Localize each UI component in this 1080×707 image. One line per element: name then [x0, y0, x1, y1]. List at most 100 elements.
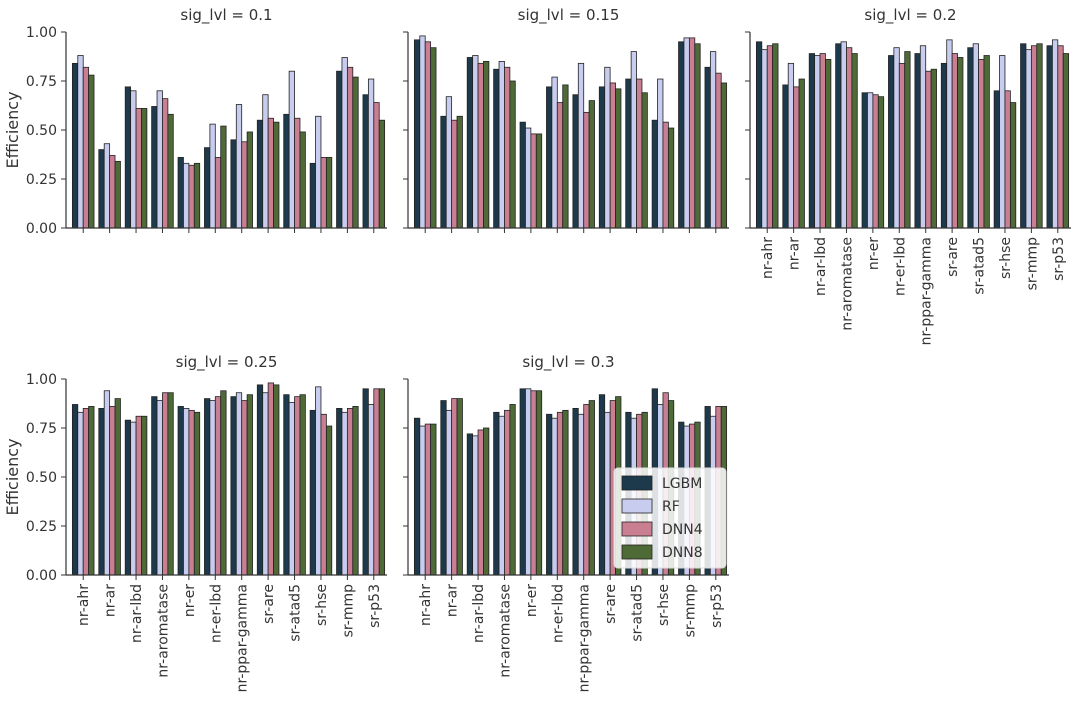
bar-lgbm-sr-are: [940, 62, 948, 229]
bar-dnn8-sr-atad5: [641, 92, 648, 229]
bar-rf-nr-ppar-gamma: [577, 413, 585, 576]
panel-title: sig_lvl = 0.15: [518, 6, 620, 25]
bar-dnn4-nr-er-lbd: [214, 396, 222, 576]
bar-dnn8-nr-ar: [456, 398, 463, 576]
bar-dnn8-nr-aromatase: [509, 404, 516, 576]
x-tick-label: sr-hse: [656, 584, 672, 626]
panel-title: sig_lvl = 0.1: [180, 6, 272, 25]
bar-lgbm-nr-er-lbd: [204, 147, 211, 229]
bar-dnn4-nr-ppar-gamma: [241, 141, 248, 229]
bar-rf-sr-atad5: [630, 51, 637, 229]
bar-dnn4-sr-p53: [373, 388, 380, 576]
bar-lgbm-sr-are: [598, 86, 606, 229]
bar-rf-sr-hse: [315, 386, 322, 576]
bar-dnn8-sr-atad5: [299, 131, 306, 229]
bar-dnn8-sr-mmp: [352, 76, 359, 229]
bar-dnn8-sr-hse: [325, 157, 333, 229]
bar-lgbm-nr-ppar-gamma: [914, 53, 921, 229]
bar-lgbm-nr-ar: [440, 115, 447, 229]
bar-lgbm-nr-er: [177, 406, 184, 576]
bar-dnn4-nr-er-lbd: [898, 62, 906, 229]
x-tick-label: sr-p53: [709, 584, 725, 628]
bar-lgbm-sr-are: [598, 394, 606, 576]
bar-dnn8-nr-er-lbd: [562, 409, 569, 576]
bar-lgbm-nr-ppar-gamma: [230, 139, 237, 229]
bar-dnn8-sr-are: [615, 88, 622, 229]
x-tick-label: nr-ar-lbd: [129, 584, 145, 643]
bar-dnn4-sr-atad5: [294, 396, 301, 576]
bar-dnn8-nr-ppar-gamma: [246, 394, 253, 576]
bar-lgbm-nr-er: [519, 388, 526, 576]
bar-dnn8-nr-er: [193, 411, 201, 576]
bar-lgbm-nr-ar: [782, 84, 789, 229]
x-tick-label: nr-ahr: [760, 237, 776, 279]
bar-dnn4-nr-ar: [793, 86, 800, 229]
y-tick-label: 0.25: [26, 172, 57, 188]
bar-rf-sr-are: [262, 94, 269, 229]
bar-dnn4-nr-ar: [109, 406, 116, 576]
x-tick-label: nr-ppar-gamma: [235, 584, 251, 692]
panel-4: sig_lvl = 0.25 0.00 0.25 0.50 0.75 1.00 nr-ahr…: [3, 353, 387, 692]
bar-rf-nr-ar: [445, 96, 453, 229]
bar-rf-nr-ppar-gamma: [919, 45, 927, 229]
bar-dnn4-sr-hse: [1004, 90, 1011, 229]
bar-dnn4-nr-ar: [451, 119, 458, 229]
bar-lgbm-sr-atad5: [283, 113, 290, 229]
x-tick-label: nr-ar-lbd: [471, 584, 487, 643]
bar-rf-nr-er: [183, 407, 190, 576]
bar-lgbm-nr-aromatase: [835, 43, 842, 229]
bar-dnn4-nr-ar-lbd: [135, 108, 142, 229]
bar-dnn4-sr-mmp: [688, 37, 696, 229]
bar-dnn4-sr-atad5: [978, 59, 985, 229]
legend-swatch-dnn8: [621, 544, 653, 560]
bar-lgbm-sr-p53: [362, 388, 369, 576]
bar-rf-nr-ahr: [77, 411, 84, 576]
bar-dnn4-sr-p53: [715, 72, 722, 229]
bar-dnn8-nr-aromatase: [167, 113, 174, 229]
bar-rf-nr-aromatase: [156, 400, 163, 576]
x-tick-label: sr-are: [603, 584, 619, 624]
x-tick-label: sr-p53: [1051, 237, 1067, 281]
x-tick-label: sr-hse: [314, 584, 330, 626]
panel-3: sig_lvl = 0.2 nr-ahr nr-ar nr-ar-lbd nr-arom…: [745, 6, 1071, 345]
bar-dnn4-nr-ar-lbd: [477, 62, 484, 229]
x-tick-label: sr-atad5: [288, 584, 304, 642]
x-tick-label: nr-er: [524, 584, 540, 617]
x-tick-label: nr-er: [182, 584, 198, 617]
legend-swatch-lgbm: [621, 475, 653, 491]
bar-rf-sr-mmp: [341, 411, 348, 576]
bar-lgbm-nr-aromatase: [493, 411, 500, 576]
bar-lgbm-nr-ar-lbd: [124, 86, 132, 229]
x-tick-label: sr-mmp: [1024, 237, 1040, 290]
bar-rf-sr-mmp: [341, 57, 348, 229]
bar-lgbm-nr-er: [519, 121, 526, 229]
x-tick-label: nr-ahr: [76, 584, 92, 626]
bar-lgbm-nr-ahr: [755, 41, 763, 229]
bar-dnn8-nr-ar-lbd: [483, 427, 490, 576]
bar-lgbm-nr-aromatase: [151, 396, 158, 576]
bar-dnn4-nr-ar-lbd: [477, 429, 484, 576]
bar-lgbm-sr-hse: [309, 409, 316, 576]
bar-dnn8-nr-ppar-gamma: [930, 68, 937, 229]
bar-rf-sr-atad5: [288, 70, 295, 229]
bar-dnn8-nr-ahr: [772, 43, 779, 229]
bar-dnn4-nr-ar-lbd: [135, 415, 142, 576]
bar-lgbm-sr-atad5: [283, 394, 290, 576]
x-tick-label: sr-hse: [998, 237, 1014, 279]
bar-dnn8-sr-hse: [325, 425, 333, 576]
bar-rf-sr-hse: [999, 55, 1006, 229]
legend-label-dnn8: DNN8: [662, 545, 703, 561]
x-tick-label: nr-aromatase: [155, 584, 171, 678]
bar-lgbm-sr-mmp: [336, 70, 343, 229]
bar-rf-sr-are: [604, 411, 611, 576]
bar-dnn8-nr-aromatase: [167, 392, 174, 576]
bar-rf-nr-aromatase: [156, 90, 163, 229]
bar-dnn8-sr-are: [273, 384, 280, 576]
bar-dnn8-nr-ppar-gamma: [588, 100, 595, 229]
bar-rf-nr-ar-lbd: [814, 55, 821, 229]
bar-lgbm-sr-p53: [362, 94, 369, 229]
y-axis-label: Efficiency: [3, 438, 22, 515]
bar-dnn8-nr-ar-lbd: [825, 59, 832, 229]
bar-dnn4-sr-are: [267, 117, 274, 229]
